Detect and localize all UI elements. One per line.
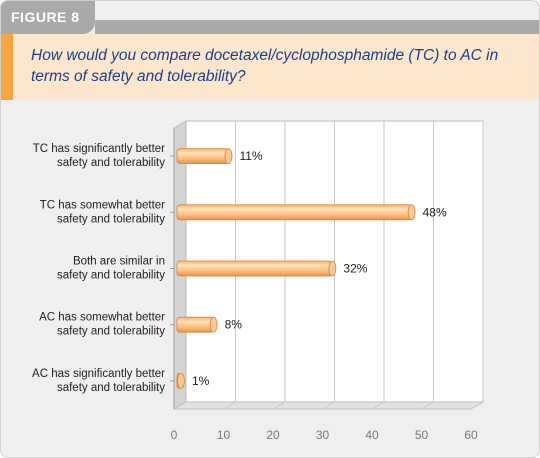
category-label: TC has somewhat better: [40, 199, 165, 211]
gridline-floor: [470, 401, 484, 410]
category-label: safety and tolerability: [57, 382, 165, 394]
bar-cap: [177, 372, 185, 389]
category-label: AC has somewhat better: [39, 312, 165, 324]
x-tick-label: 50: [415, 428, 429, 442]
value-label: 1%: [192, 374, 210, 388]
gridline-floor: [223, 401, 236, 410]
x-tick-label: 40: [365, 428, 379, 442]
figure-tab: FIGURE 8: [1, 1, 95, 34]
bar: [176, 204, 413, 221]
header-band: [95, 20, 539, 34]
bar-cap: [224, 148, 233, 164]
gridline-floor: [272, 401, 286, 410]
question-accent-bar: [1, 34, 13, 100]
category-label: safety and tolerability: [57, 270, 165, 282]
category-label: safety and tolerability: [57, 326, 165, 338]
bar: [176, 260, 333, 277]
gridline-floor: [421, 401, 434, 410]
x-tick-label: 60: [464, 428, 478, 442]
category-label: AC has significantly better: [32, 368, 165, 380]
value-label: 32%: [343, 262, 367, 276]
bar: [176, 316, 214, 333]
gridline-floor: [371, 401, 385, 410]
value-label: 48%: [423, 205, 447, 219]
bar-cap: [328, 260, 337, 277]
value-label: 11%: [239, 149, 262, 163]
x-tick-label: 20: [266, 428, 280, 442]
chart-panel: 11% TC has significantly better safety and…: [1, 100, 539, 457]
category-label: safety and tolerability: [57, 157, 165, 169]
bar-chart: 11% TC has significantly better safety and…: [32, 120, 485, 442]
bar: [176, 148, 229, 164]
category-label: safety and tolerability: [57, 213, 165, 225]
figure-label: FIGURE 8: [11, 9, 80, 25]
value-label: 8%: [225, 318, 243, 332]
bar-cap: [407, 204, 416, 221]
category-label: Both are similar in: [73, 256, 165, 268]
x-tick-label: 10: [217, 428, 231, 442]
x-tick-label: 0: [171, 428, 178, 442]
category-label: TC has significantly better: [33, 143, 165, 155]
question-box: How would you compare docetaxel/cyclopho…: [1, 34, 539, 100]
x-tick-label: 30: [316, 428, 330, 442]
bar-cap: [209, 316, 218, 333]
question-text: How would you compare docetaxel/cyclopho…: [31, 47, 499, 85]
gridline-floor: [322, 401, 335, 410]
